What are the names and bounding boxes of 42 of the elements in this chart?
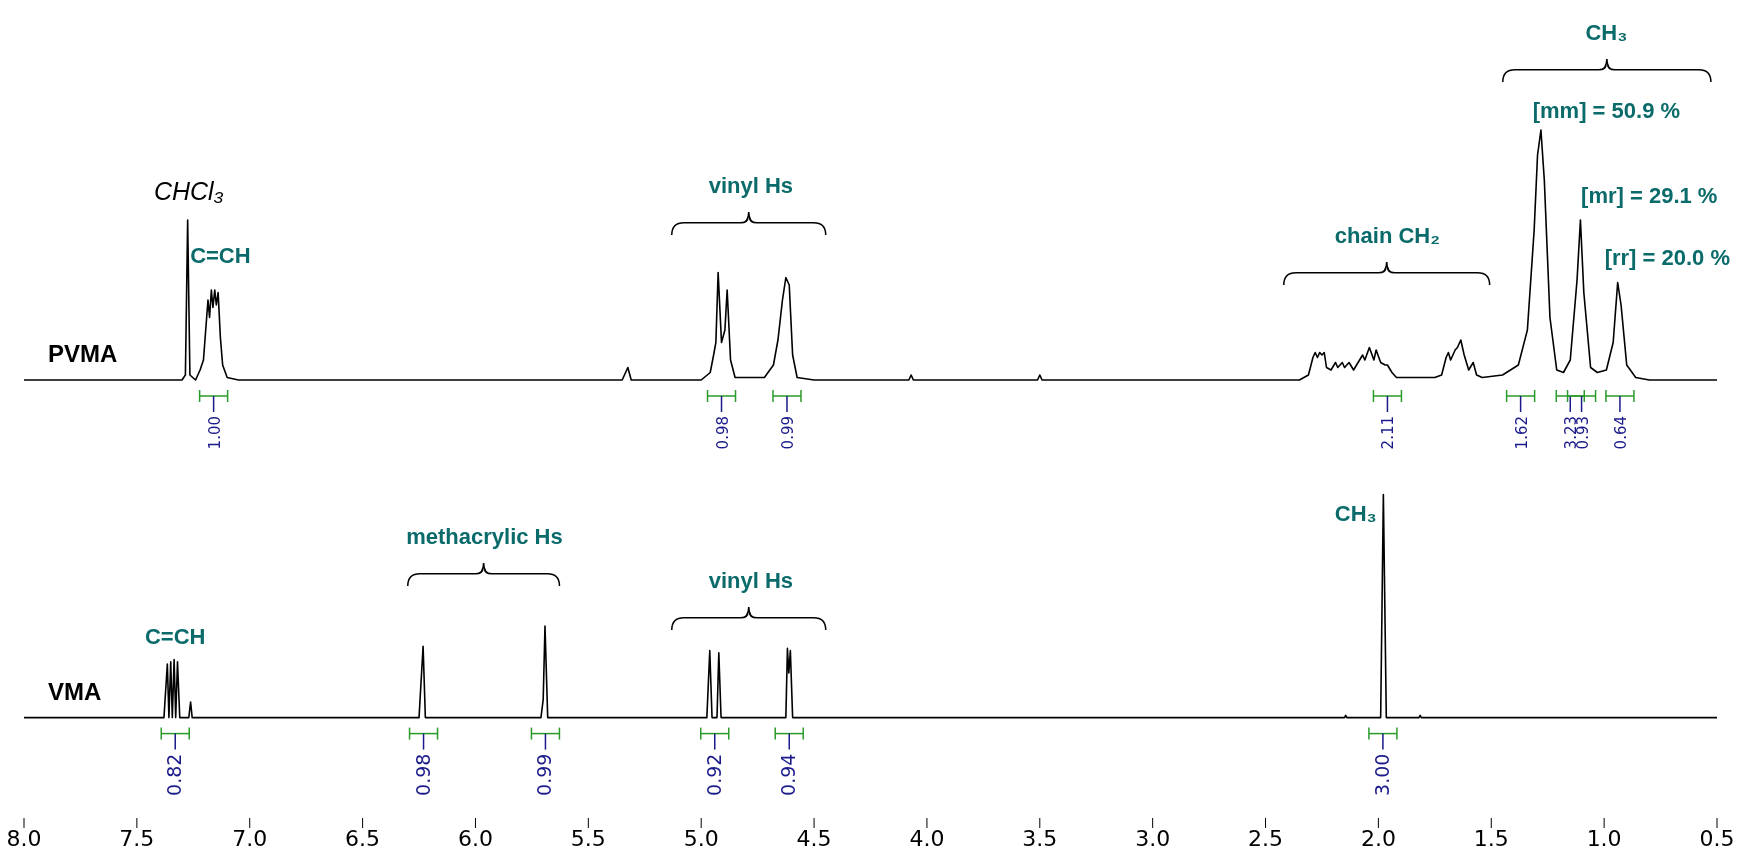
- annotation: 1.00: [205, 416, 224, 450]
- annotation: chain CH₂: [1334, 222, 1440, 248]
- annotation: 0.98: [411, 753, 434, 796]
- x-tick-label: 5.0: [683, 825, 719, 851]
- x-tick-label: 6.5: [345, 825, 381, 851]
- annotation: CHCl₃: [153, 177, 224, 205]
- x-tick-label: 2.0: [1360, 825, 1396, 851]
- annotation: vinyl Hs: [708, 172, 794, 198]
- annotation: 0.92: [702, 753, 725, 796]
- x-tick-label: 0.5: [1699, 825, 1735, 851]
- x-tick-label: 7.0: [232, 825, 268, 851]
- annotation: 3.00: [1370, 753, 1393, 796]
- annotation: CH₃: [1334, 501, 1377, 527]
- annotation: vinyl Hs: [708, 568, 794, 594]
- annotation: [mr] = 29.1 %: [1581, 182, 1718, 208]
- annotation: 0.99: [533, 753, 556, 796]
- annotation: C=CH: [144, 623, 206, 649]
- annotation: 2.11: [1379, 416, 1398, 450]
- series-label: PVMA: [48, 340, 118, 367]
- annotation: 1.62: [1512, 416, 1531, 450]
- annotation: C=CH: [190, 242, 251, 268]
- annotation: methacrylic Hs: [406, 523, 563, 549]
- series-label: VMA: [48, 677, 102, 705]
- annotation: 0.64: [1611, 416, 1630, 450]
- x-tick-label: 8.0: [6, 825, 42, 851]
- x-tick-label: 3.5: [1022, 825, 1058, 851]
- x-tick-label: 4.5: [796, 825, 832, 851]
- text: CH₃: [1585, 20, 1628, 45]
- text: [mm] = 50.9 %: [1532, 97, 1681, 123]
- annotation: [rr] = 20.0 %: [1604, 245, 1731, 270]
- annotation: 0.99: [778, 416, 797, 450]
- x-tick-label: 5.5: [570, 825, 606, 851]
- x-tick-label: 2.5: [1248, 825, 1284, 851]
- x-tick-label: 1.5: [1473, 825, 1509, 851]
- annotation: 0.82: [163, 753, 186, 796]
- x-tick-label: 6.0: [457, 825, 493, 851]
- x-tick-label: 1.0: [1586, 825, 1622, 851]
- x-tick-label: 4.0: [909, 825, 945, 851]
- x-tick-label: 3.0: [1135, 825, 1171, 851]
- annotation: 0.98: [713, 416, 732, 450]
- x-tick-label: 7.5: [119, 825, 155, 851]
- annotation: 0.94: [777, 753, 800, 796]
